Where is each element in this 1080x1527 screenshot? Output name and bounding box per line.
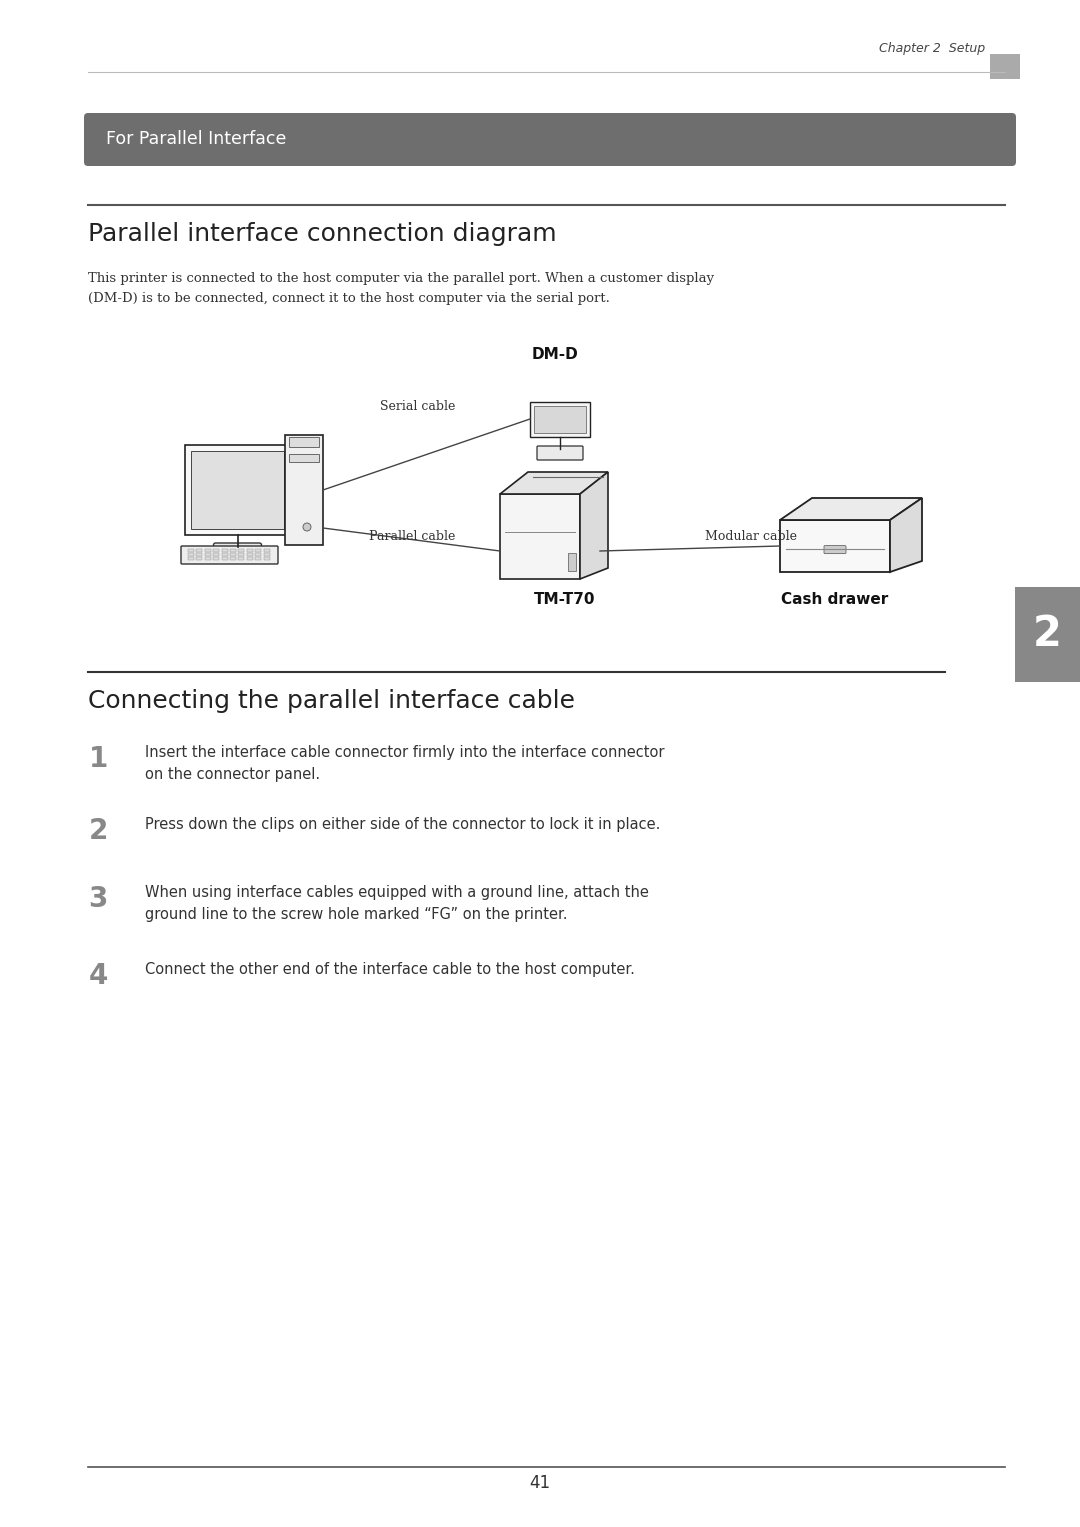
FancyBboxPatch shape: [255, 550, 261, 551]
FancyBboxPatch shape: [188, 550, 194, 551]
FancyBboxPatch shape: [197, 550, 202, 551]
FancyBboxPatch shape: [230, 553, 237, 556]
Polygon shape: [500, 495, 580, 579]
Text: Cash drawer: Cash drawer: [781, 592, 889, 608]
FancyBboxPatch shape: [205, 553, 211, 556]
FancyBboxPatch shape: [197, 557, 202, 560]
FancyBboxPatch shape: [264, 553, 270, 556]
FancyBboxPatch shape: [255, 553, 261, 556]
FancyBboxPatch shape: [285, 435, 323, 545]
Text: Modular cable: Modular cable: [705, 530, 797, 544]
FancyBboxPatch shape: [221, 550, 228, 551]
FancyBboxPatch shape: [289, 454, 319, 463]
Text: 2: 2: [1034, 614, 1062, 655]
FancyBboxPatch shape: [289, 437, 319, 447]
FancyBboxPatch shape: [214, 544, 261, 559]
FancyBboxPatch shape: [530, 402, 590, 437]
FancyBboxPatch shape: [568, 553, 576, 571]
FancyBboxPatch shape: [264, 557, 270, 560]
FancyBboxPatch shape: [780, 521, 890, 573]
FancyBboxPatch shape: [188, 553, 194, 556]
Text: This printer is connected to the host computer via the parallel port. When a cus: This printer is connected to the host co…: [87, 272, 714, 305]
Polygon shape: [580, 472, 608, 579]
FancyBboxPatch shape: [230, 550, 237, 551]
Text: When using interface cables equipped with a ground line, attach the
ground line : When using interface cables equipped wit…: [145, 886, 649, 922]
Text: Insert the interface cable connector firmly into the interface connector
on the : Insert the interface cable connector fir…: [145, 745, 664, 782]
FancyBboxPatch shape: [185, 444, 291, 534]
FancyBboxPatch shape: [239, 550, 244, 551]
Text: Connect the other end of the interface cable to the host computer.: Connect the other end of the interface c…: [145, 962, 635, 977]
FancyBboxPatch shape: [247, 553, 253, 556]
FancyBboxPatch shape: [221, 553, 228, 556]
Text: 3: 3: [89, 886, 108, 913]
FancyBboxPatch shape: [264, 550, 270, 551]
FancyBboxPatch shape: [990, 53, 1020, 79]
Polygon shape: [890, 498, 922, 573]
FancyBboxPatch shape: [213, 550, 219, 551]
FancyBboxPatch shape: [181, 547, 278, 563]
FancyBboxPatch shape: [239, 553, 244, 556]
Circle shape: [303, 524, 311, 531]
Text: Parallel cable: Parallel cable: [368, 530, 455, 544]
FancyBboxPatch shape: [247, 557, 253, 560]
FancyBboxPatch shape: [84, 113, 1016, 166]
Text: TM-T70: TM-T70: [535, 592, 596, 608]
FancyBboxPatch shape: [213, 553, 219, 556]
FancyBboxPatch shape: [205, 550, 211, 551]
FancyBboxPatch shape: [205, 557, 211, 560]
Polygon shape: [780, 498, 922, 521]
FancyBboxPatch shape: [1015, 586, 1080, 683]
FancyBboxPatch shape: [188, 557, 194, 560]
Text: 4: 4: [89, 962, 108, 989]
FancyBboxPatch shape: [824, 545, 846, 554]
FancyBboxPatch shape: [197, 553, 202, 556]
FancyBboxPatch shape: [213, 557, 219, 560]
Text: 2: 2: [89, 817, 108, 844]
Text: Serial cable: Serial cable: [380, 400, 455, 414]
Text: For Parallel Interface: For Parallel Interface: [106, 130, 286, 148]
FancyBboxPatch shape: [255, 557, 261, 560]
FancyBboxPatch shape: [534, 406, 586, 434]
FancyBboxPatch shape: [191, 450, 284, 528]
FancyBboxPatch shape: [221, 557, 228, 560]
Text: Press down the clips on either side of the connector to lock it in place.: Press down the clips on either side of t…: [145, 817, 660, 832]
FancyBboxPatch shape: [247, 550, 253, 551]
FancyBboxPatch shape: [230, 557, 237, 560]
FancyBboxPatch shape: [537, 446, 583, 460]
FancyBboxPatch shape: [239, 557, 244, 560]
Polygon shape: [500, 472, 608, 495]
Text: DM-D: DM-D: [531, 347, 579, 362]
Text: 41: 41: [529, 1474, 551, 1492]
Text: Connecting the parallel interface cable: Connecting the parallel interface cable: [87, 689, 575, 713]
Text: 1: 1: [89, 745, 108, 773]
Text: Parallel interface connection diagram: Parallel interface connection diagram: [87, 221, 556, 246]
Text: Chapter 2  Setup: Chapter 2 Setup: [879, 43, 985, 55]
